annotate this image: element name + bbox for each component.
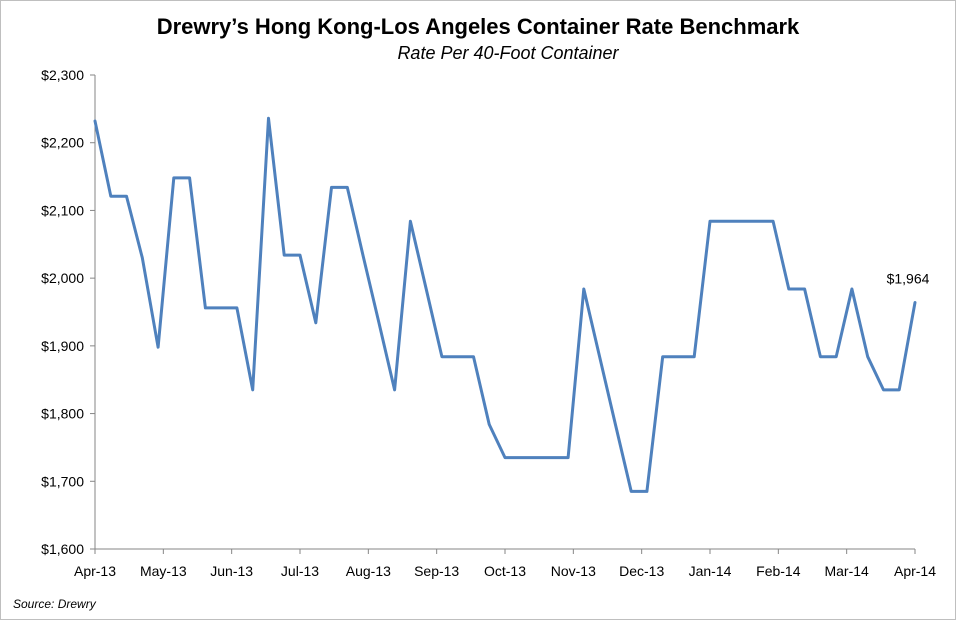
x-tick-label: Jun-13 xyxy=(210,563,253,579)
x-tick-label: May-13 xyxy=(140,563,187,579)
x-tick-label: Aug-13 xyxy=(346,563,391,579)
y-tick-label: $2,100 xyxy=(41,202,84,218)
y-tick-label: $2,000 xyxy=(41,270,84,286)
chart-title: Drewry’s Hong Kong-Los Angeles Container… xyxy=(156,14,800,39)
y-tick-label: $1,600 xyxy=(41,541,84,557)
data-label-last: $1,964 xyxy=(887,271,930,287)
x-tick-label: Nov-13 xyxy=(551,563,596,579)
y-tick-label: $1,700 xyxy=(41,473,84,489)
y-tick-label: $1,900 xyxy=(41,338,84,354)
x-tick-label: Mar-14 xyxy=(824,563,869,579)
x-tick-label: Apr-13 xyxy=(74,563,116,579)
series-line xyxy=(93,116,917,493)
x-tick-label: Sep-13 xyxy=(414,563,459,579)
x-tick-label: Dec-13 xyxy=(619,563,664,579)
y-tick-label: $2,300 xyxy=(41,67,84,83)
y-tick-label: $1,800 xyxy=(41,406,84,422)
x-tick-label: Apr-14 xyxy=(894,563,936,579)
x-tick-label: Oct-13 xyxy=(484,563,526,579)
x-tick-label: Jul-13 xyxy=(281,563,319,579)
chart-subtitle: Rate Per 40-Foot Container xyxy=(397,43,619,63)
x-tick-label: Feb-14 xyxy=(756,563,801,579)
x-tick-label: Jan-14 xyxy=(689,563,732,579)
chart-source: Source: Drewry xyxy=(13,597,96,611)
y-tick-label: $2,200 xyxy=(41,135,84,151)
